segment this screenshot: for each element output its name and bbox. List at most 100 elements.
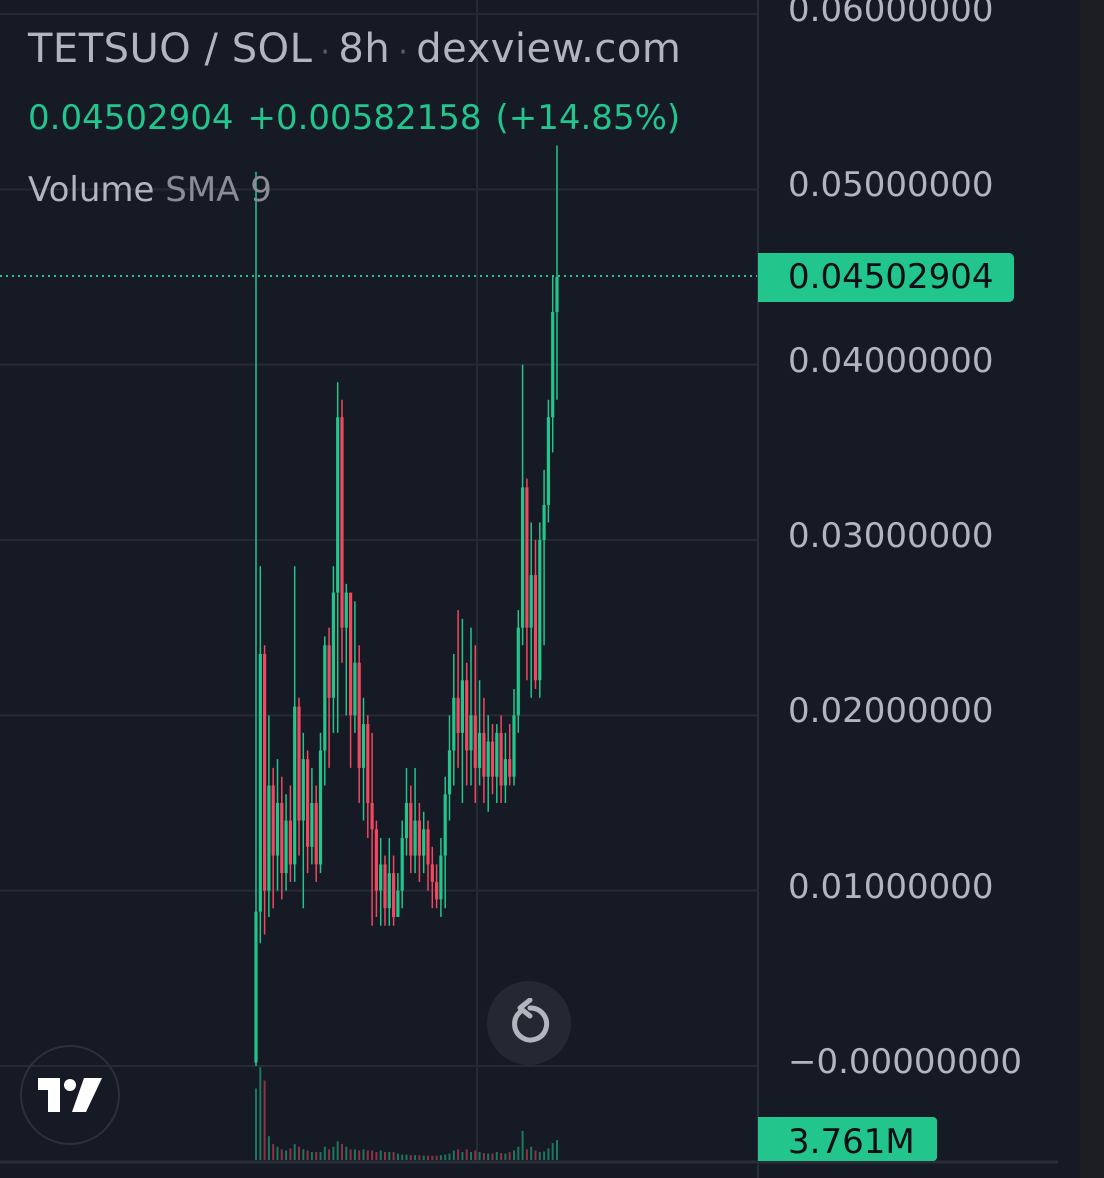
volume-bar: [470, 1152, 472, 1160]
candle: [538, 522, 542, 698]
candle-body: [396, 890, 400, 917]
volume-bar: [556, 1140, 558, 1160]
candle-body: [426, 829, 430, 865]
candle: [490, 724, 495, 795]
volume-bar: [310, 1152, 313, 1160]
candle: [503, 732, 507, 803]
volume-bar: [336, 1141, 339, 1160]
volume-bar: [362, 1149, 365, 1160]
volume-bar: [255, 1088, 257, 1160]
candle: [533, 540, 538, 690]
candle: [460, 618, 464, 803]
candle: [357, 645, 361, 803]
candle-body: [271, 785, 275, 856]
candle-body: [490, 741, 495, 777]
candle-body: [516, 627, 520, 716]
volume-bar: [371, 1150, 374, 1160]
volume-bar: [452, 1150, 455, 1160]
candle-body: [267, 785, 271, 891]
price-axis-label: 0.06000000: [788, 0, 994, 30]
candle: [396, 873, 400, 917]
candle: [318, 732, 323, 874]
volume-bar: [478, 1152, 481, 1160]
candle-body: [533, 575, 538, 681]
volume-bar: [388, 1152, 391, 1160]
volume-bar: [431, 1155, 434, 1160]
interval[interactable]: 8h: [338, 26, 391, 72]
candle: [430, 846, 434, 909]
volume-bar: [328, 1149, 331, 1160]
candle-body: [482, 732, 486, 777]
symbol: TETSUO / SOL: [28, 26, 313, 72]
price-axis-label: 0.02000000: [788, 691, 994, 732]
candle-body: [297, 706, 301, 821]
candle-body: [280, 803, 284, 874]
volume-bar: [384, 1152, 386, 1160]
candle-body: [361, 724, 366, 768]
candle: [400, 820, 404, 909]
candle-body: [383, 864, 387, 909]
candle: [439, 838, 443, 917]
candle: [417, 803, 421, 882]
candle-body: [546, 417, 550, 505]
candles: [254, 145, 559, 1066]
candle-body: [512, 715, 516, 777]
candle-body: [263, 653, 267, 891]
volume-bar: [315, 1152, 318, 1160]
candle: [486, 715, 490, 812]
candle-body: [374, 829, 378, 891]
volume-bar: [323, 1146, 326, 1160]
candle-body: [456, 697, 460, 733]
source: dexview.com: [416, 26, 682, 72]
candle-body: [465, 680, 469, 751]
volume-bar: [418, 1155, 421, 1160]
candle-body: [340, 417, 344, 628]
volume-bar: [543, 1151, 546, 1160]
volume-bar: [448, 1153, 451, 1160]
chart-title: TETSUO / SOL · 8h · dexview.com: [28, 26, 682, 72]
scrollbar-strip[interactable]: [1080, 0, 1104, 1178]
volume-bar: [547, 1148, 550, 1160]
price-chart[interactable]: [0, 0, 1080, 1178]
volume-bar: [517, 1146, 520, 1160]
candle: [456, 610, 460, 768]
volume-bar: [551, 1143, 554, 1160]
candle-body: [478, 732, 482, 768]
candle-body: [538, 540, 542, 681]
candle: [344, 583, 348, 716]
volume-bar: [508, 1152, 511, 1160]
candle: [293, 566, 297, 882]
volume-tag: 3.761M: [758, 1117, 937, 1162]
candle: [275, 759, 280, 891]
volume-legend[interactable]: Volume SMA 9: [28, 170, 272, 210]
candle: [473, 645, 477, 803]
candle-body: [417, 820, 421, 856]
candle-body: [499, 732, 503, 786]
candle-body: [430, 864, 434, 882]
volume-bar: [435, 1155, 438, 1160]
tradingview-logo-icon[interactable]: [20, 1045, 120, 1145]
candle: [529, 522, 533, 698]
candle: [267, 715, 271, 917]
volume-bar: [358, 1150, 361, 1160]
candle: [349, 592, 353, 768]
candle: [482, 697, 486, 803]
volume-bar: [280, 1149, 283, 1160]
candle: [323, 636, 327, 786]
volume-bar: [495, 1152, 498, 1160]
candle-body: [306, 759, 310, 847]
candle: [512, 689, 516, 786]
candle: [404, 767, 409, 856]
candle-body: [344, 592, 348, 628]
candle-body: [379, 864, 383, 891]
candle: [288, 785, 292, 882]
volume-sma-label: SMA 9: [165, 170, 272, 210]
volume-bar: [375, 1152, 378, 1160]
candle: [254, 171, 258, 1066]
candle-body: [503, 759, 507, 786]
volume-bar: [513, 1150, 515, 1160]
reset-chart-button[interactable]: [487, 981, 571, 1065]
candle: [284, 794, 288, 891]
volume-bar: [439, 1155, 442, 1160]
last-price: 0.04502904: [28, 98, 234, 138]
